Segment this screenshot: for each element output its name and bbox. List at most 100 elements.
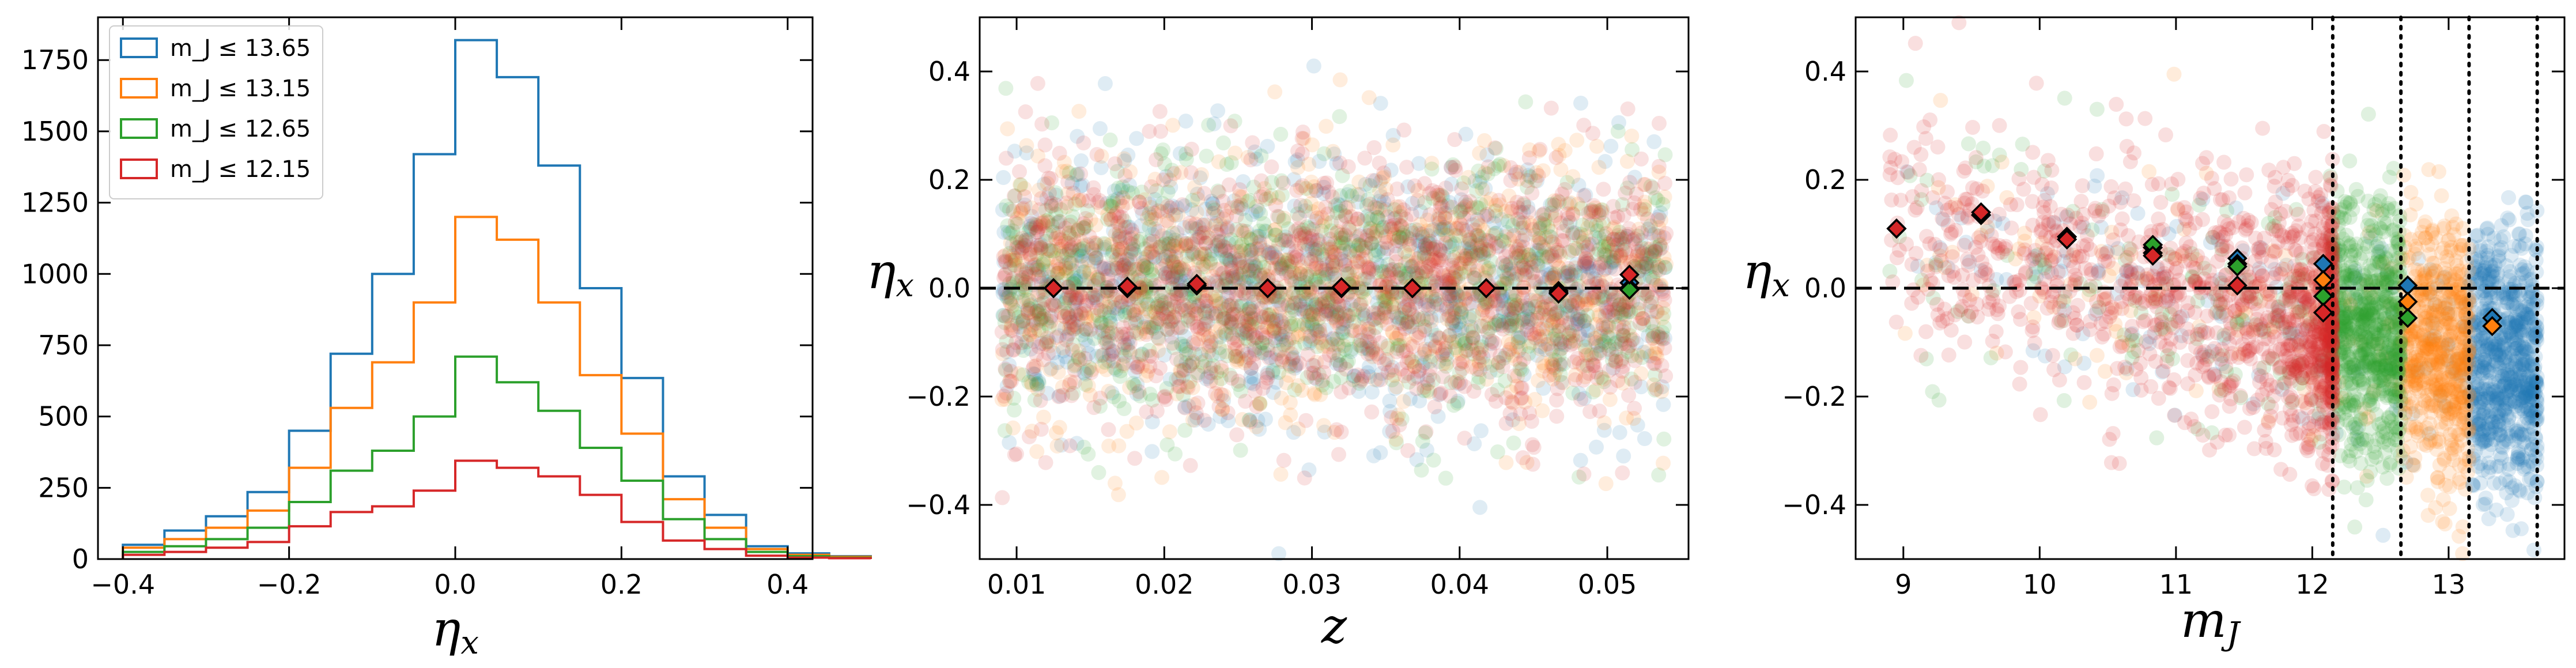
scatter-point [1073, 166, 1089, 182]
scatter-point [1402, 319, 1418, 335]
scatter-point [1288, 358, 1304, 373]
scatter-point [1400, 254, 1416, 269]
scatter-point [1044, 361, 1059, 376]
scatter-point [1634, 255, 1650, 270]
scatter-point [1463, 246, 1479, 262]
scatter-point [1325, 255, 1340, 270]
scatter-point [1502, 289, 1518, 304]
scatter-point [1147, 249, 1162, 265]
scatter-point [1025, 317, 1041, 333]
scatter-point [1189, 410, 1204, 425]
scatter-point [1559, 305, 1575, 321]
scatter-point [1196, 217, 1212, 232]
scatter-point [1153, 300, 1169, 316]
scatter-point [1014, 240, 1030, 256]
scatter-point [1171, 370, 1187, 386]
scatter-point [1169, 225, 1185, 240]
scatter-point [1657, 260, 1673, 275]
scatter-point [1467, 436, 1482, 451]
scatter-point [1547, 252, 1562, 268]
scatter-point [1462, 194, 1478, 209]
scatter-point [1135, 255, 1151, 270]
scatter-point [1645, 331, 1660, 346]
scatter-point [1598, 476, 1614, 492]
scatter-point [1236, 174, 1251, 190]
scatter-point [1076, 303, 1091, 318]
scatter-point [1139, 294, 1154, 310]
scatter-point [1535, 403, 1550, 418]
scatter-point [1422, 233, 1438, 249]
scatter-point [1447, 323, 1463, 339]
scatter-point [1078, 366, 1093, 382]
scatter-point [1320, 287, 1336, 303]
scatter-point [1152, 104, 1168, 119]
scatter-point [1430, 409, 1446, 424]
scatter-point [1442, 327, 1457, 343]
scatter-point [1581, 260, 1597, 275]
scatter-point [1076, 263, 1091, 279]
scatter-point [1565, 267, 1580, 283]
scatter-point [1569, 286, 1584, 302]
scatter-point [996, 170, 1011, 186]
scatter-point [1178, 267, 1193, 282]
histogram-steps [122, 39, 872, 560]
scatter-point [1610, 334, 1625, 349]
scatter-point [1336, 299, 1351, 314]
scatter-point [1512, 205, 1528, 220]
scatter-point [1293, 198, 1309, 213]
scatter-point [1189, 299, 1205, 315]
scatter-point [1066, 185, 1081, 201]
scatter-point [1174, 197, 1190, 213]
scatter-point [1456, 240, 1472, 256]
scatter-point [1187, 413, 1203, 428]
scatter-point [1454, 181, 1470, 197]
scatter-point [1270, 293, 1286, 308]
scatter-point [1364, 384, 1380, 400]
scatter-point [1073, 249, 1089, 265]
scatter-point [1438, 180, 1453, 196]
scatter-point [1106, 344, 1121, 360]
scatter-point [1217, 325, 1232, 341]
scatter-point [1516, 205, 1531, 220]
scatter-point [1453, 192, 1469, 207]
scatter-point [1373, 96, 1388, 111]
scatter-point [1203, 334, 1219, 350]
scatter-point [1121, 219, 1137, 235]
scatter-point [1178, 114, 1193, 129]
scatter-point [1244, 241, 1260, 257]
scatter-point [1104, 278, 1120, 293]
scatter-point [1327, 308, 1342, 324]
scatter-point [1233, 197, 1249, 213]
scatter-point [996, 225, 1012, 240]
scatter-point [1270, 209, 1286, 224]
scatter-point [2488, 502, 2504, 518]
scatter-point [1591, 338, 1606, 354]
scatter-point [1447, 132, 1463, 148]
scatter-point [1028, 372, 1044, 387]
scatter-point [1239, 323, 1255, 338]
scatter-point [1399, 354, 1415, 370]
scatter-point [1427, 399, 1442, 414]
histogram-y-tick-label: 1000 [21, 258, 89, 289]
scatter-point [1201, 304, 1217, 319]
scatter-point [1268, 352, 1284, 368]
scatter-point [1196, 186, 1212, 201]
scatter-point [1258, 224, 1274, 239]
scatter-point [1273, 466, 1289, 482]
scatter-point [1615, 323, 1630, 338]
scatter-point [1498, 257, 1513, 273]
scatter-point [1115, 190, 1131, 206]
scatter-point [1523, 259, 1539, 275]
scatter-point [1329, 304, 1344, 319]
scatter-point [1102, 299, 1117, 315]
scatter-point [1221, 235, 1237, 251]
scatter-point [1057, 220, 1073, 236]
scatter-point [1332, 109, 1347, 124]
scatter-point [1097, 241, 1112, 257]
scatter-point [1135, 346, 1150, 361]
scatter-point [1223, 118, 1238, 134]
scatter-point [1509, 164, 1524, 180]
scatter-point [1319, 119, 1334, 134]
scatter-point [1578, 256, 1594, 271]
scatter-point [1247, 342, 1263, 358]
